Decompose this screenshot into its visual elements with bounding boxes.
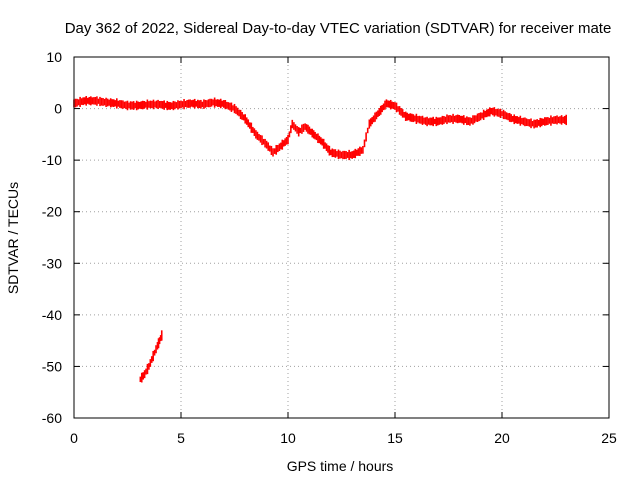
y-tick-label: 10 [46,49,62,65]
data-segment-1 [139,330,163,383]
data-layer [73,96,568,383]
y-tick-label: -50 [42,358,62,374]
y-tick-label: -20 [42,204,62,220]
data-segment-0 [73,96,568,161]
axis-ticks: 0 5 10 15 20 25 10 0 -10 -20 -30 -40 -50 -60 [42,49,617,446]
x-tick-label: 5 [177,430,185,446]
grid-lines [74,57,609,418]
y-tick-label: -30 [42,255,62,271]
chart-title: Day 362 of 2022, Sidereal Day-to-day VTE… [65,20,612,37]
y-tick-label: 0 [54,101,62,117]
x-tick-label: 0 [70,430,78,446]
y-tick-label: -60 [42,410,62,426]
x-tick-label: 20 [494,430,510,446]
x-axis-label: GPS time / hours [287,458,394,474]
x-tick-label: 25 [601,430,617,446]
y-axis-label: SDTVAR / TECUs [5,182,21,294]
plot-frame [73,56,610,419]
x-tick-label: 10 [280,430,296,446]
x-tick-label: 15 [387,430,403,446]
y-tick-label: -10 [42,152,62,168]
y-tick-label: -40 [42,307,62,323]
